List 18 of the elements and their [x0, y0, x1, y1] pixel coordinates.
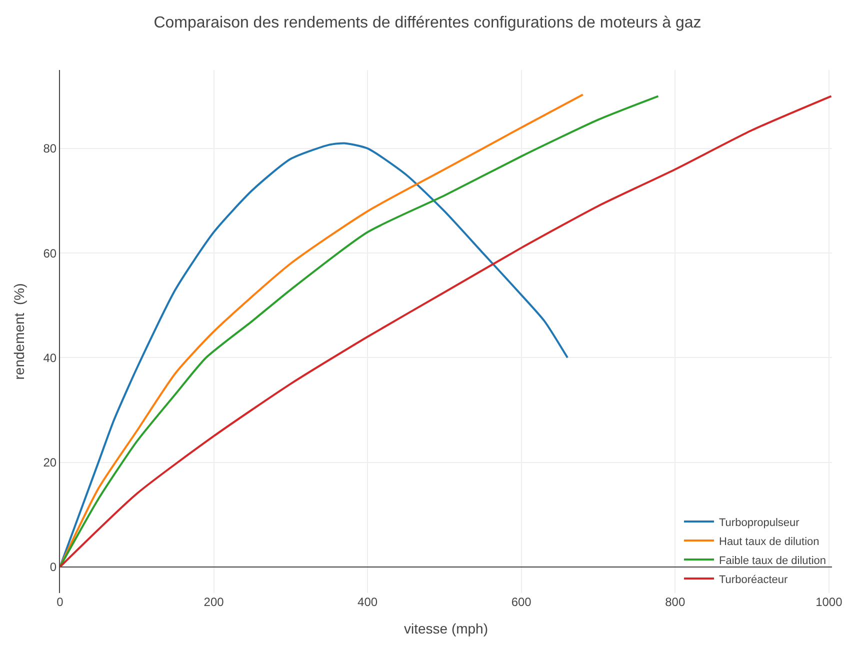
y-tick-label: 20 — [43, 455, 57, 470]
legend-label: Faible taux de dilution — [719, 554, 826, 567]
x-axis-title: vitesse (mph) — [404, 620, 488, 636]
x-tick-label: 1000 — [816, 595, 843, 609]
x-tick-label: 600 — [511, 595, 532, 609]
y-tick-label: 80 — [43, 142, 57, 156]
y-tick-label: 60 — [43, 246, 57, 260]
x-tick-label: 800 — [665, 595, 686, 609]
legend-label: Turboréacteur — [719, 574, 788, 586]
y-tick-label: 40 — [43, 350, 57, 365]
x-tick-label: 200 — [204, 595, 224, 609]
chart-title: Comparaison des rendements de différentes configurations de moteurs à gaz — [154, 14, 702, 32]
line-series — [60, 95, 832, 568]
legend-label: Haut taux de dilution — [719, 536, 820, 548]
y-axis-title: rendement (%) — [10, 283, 27, 380]
legend-label: Turbopropulseur — [719, 516, 800, 529]
y-tick-label: 0 — [50, 560, 57, 574]
x-tick-label: 400 — [358, 595, 378, 609]
